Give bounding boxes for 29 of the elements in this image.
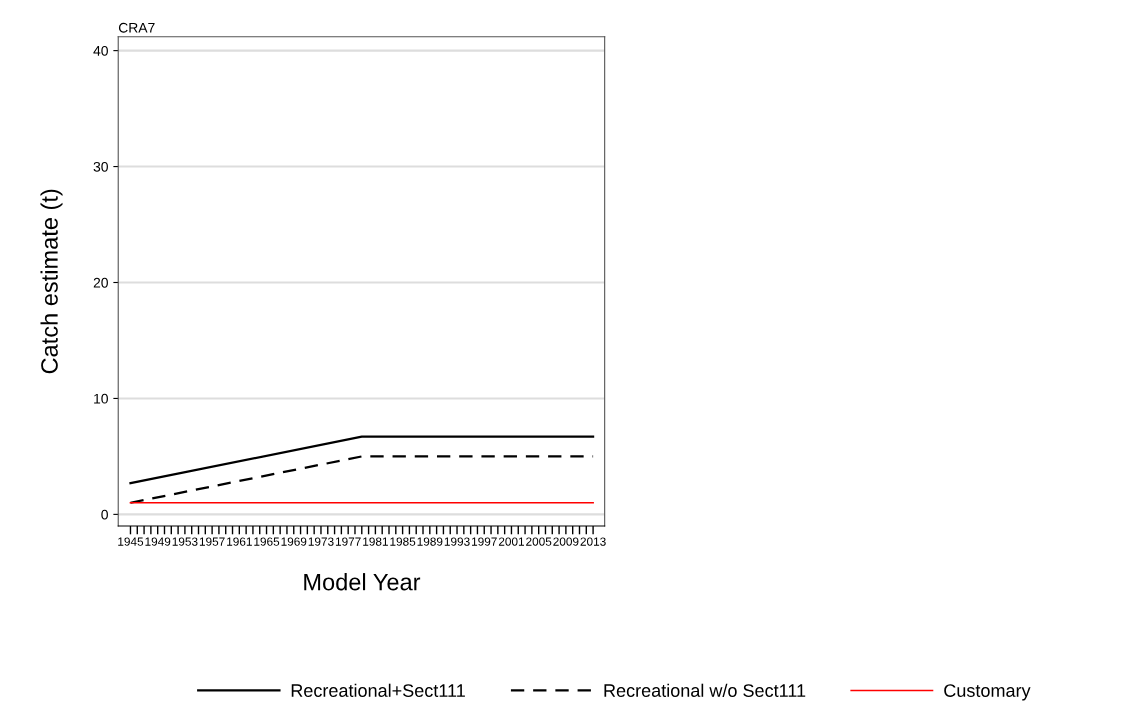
x-tick-label: 1985	[390, 537, 416, 546]
x-tick-label: 1945	[118, 537, 144, 546]
y-tick-label: 10	[94, 393, 108, 404]
x-tick-label: 1957	[199, 537, 225, 546]
y-axis-title: Catch estimate (t)	[40, 189, 63, 374]
chart-title: CRA7	[118, 22, 155, 33]
x-tick-label: 1997	[472, 537, 497, 546]
x-tick-label: 1981	[363, 537, 388, 546]
x-tick-label: 1949	[145, 537, 171, 546]
legend-label: Recreational+Sect111	[291, 683, 465, 697]
y-tick-label: 0	[101, 509, 108, 520]
x-axis-title: Model Year	[304, 573, 421, 591]
x-tick-label: 1993	[444, 537, 470, 546]
legend-label: Recreational w/o Sect111	[604, 683, 806, 697]
x-tick-label: 1977	[335, 537, 361, 546]
legend-label: Customary	[944, 684, 1031, 701]
y-tick-label: 20	[93, 277, 108, 288]
x-tick-label: 1989	[417, 537, 443, 546]
x-tick-label: 1953	[172, 537, 198, 546]
x-tick-label: 1965	[254, 537, 280, 546]
y-tick-label: 30	[93, 161, 108, 172]
x-tick-label: 2009	[553, 537, 579, 546]
x-tick-label: 2013	[580, 537, 606, 546]
y-tick-label: 40	[93, 45, 108, 56]
x-tick-label: 1961	[227, 537, 252, 546]
x-tick-label: 1969	[281, 537, 307, 546]
x-tick-label: 1973	[308, 537, 334, 546]
x-tick-label: 2001	[498, 537, 525, 546]
x-tick-label: 2005	[526, 537, 552, 546]
